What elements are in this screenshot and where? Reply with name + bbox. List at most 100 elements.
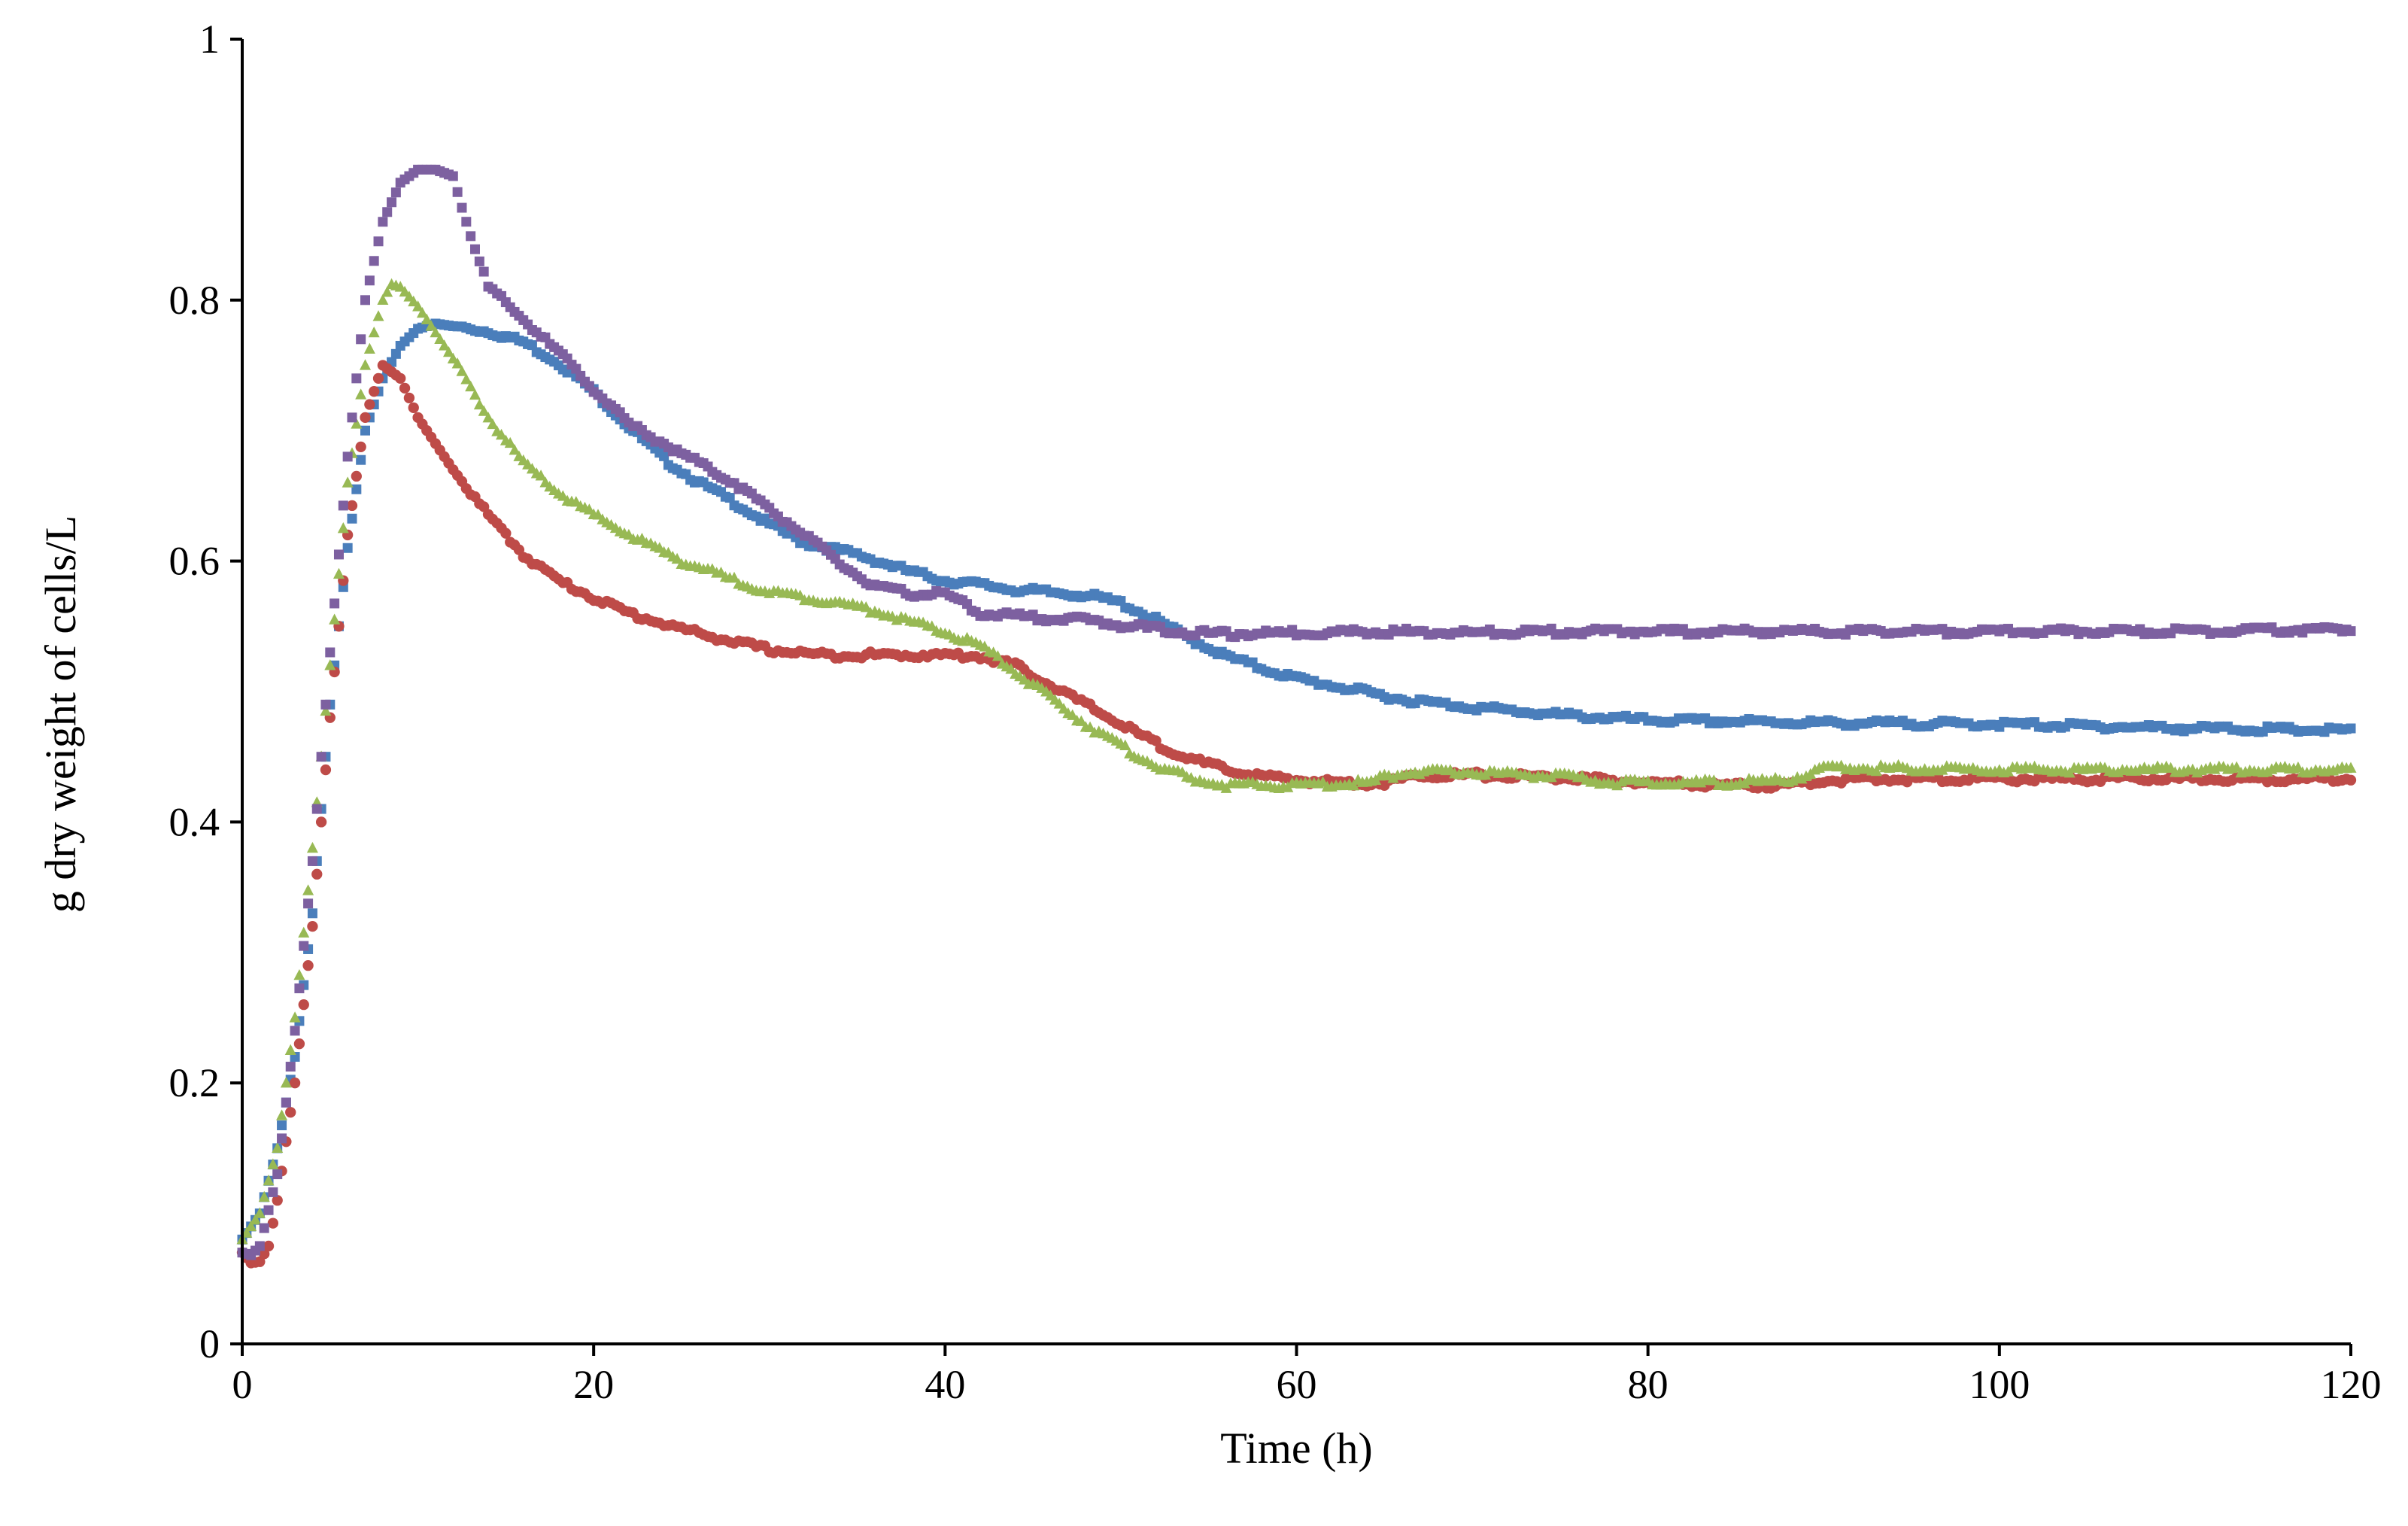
data-point: [439, 339, 451, 351]
data-point: [316, 752, 326, 762]
data-point: [290, 1026, 300, 1036]
data-point: [430, 326, 442, 338]
data-point: [509, 444, 521, 455]
data-point: [1150, 735, 1161, 746]
data-point: [399, 382, 411, 394]
data-point: [293, 1038, 305, 1050]
data-point: [351, 484, 362, 494]
x-axis-title: Time (h): [1220, 1424, 1373, 1473]
data-point: [254, 1256, 266, 1267]
data-point: [860, 601, 872, 613]
data-point: [284, 1044, 296, 1055]
data-point: [395, 372, 406, 384]
data-point: [333, 549, 344, 560]
data-point: [254, 1241, 265, 1251]
data-point: [2345, 774, 2357, 786]
data-point: [280, 1077, 292, 1088]
data-point: [434, 333, 446, 344]
data-point: [659, 451, 670, 461]
data-point: [442, 345, 454, 357]
data-point: [320, 699, 331, 710]
data-point: [347, 412, 357, 423]
data-point: [267, 1217, 279, 1229]
data-point: [369, 256, 379, 266]
data-point: [478, 266, 489, 277]
data-point: [500, 527, 512, 539]
data-point: [302, 959, 314, 971]
data-point: [363, 342, 375, 354]
data-point: [245, 1220, 257, 1232]
data-point: [307, 856, 317, 866]
x-tick-label: 60: [1277, 1362, 1317, 1407]
data-point: [425, 320, 437, 331]
data-point: [378, 217, 388, 227]
data-point: [390, 348, 401, 359]
data-point: [298, 926, 310, 938]
y-axis-title: g dry weight of cells/L: [36, 515, 85, 913]
data-point: [263, 1175, 275, 1186]
data-point: [277, 1120, 287, 1131]
data-point: [289, 1011, 301, 1023]
y-tick-label: 0.6: [169, 539, 220, 584]
data-point: [1084, 721, 1096, 732]
data-point: [372, 372, 384, 384]
data-point: [355, 441, 366, 453]
data-point: [535, 470, 547, 481]
axis-ticks: 0 20 40 60 80 100 120 0 0.2 0.4 0.6 0.8 1: [169, 17, 2382, 1407]
data-point: [1870, 765, 1882, 777]
data-point: [469, 388, 481, 400]
data-point: [457, 202, 467, 213]
data-point: [408, 402, 419, 414]
data-point: [421, 313, 433, 324]
data-point: [671, 552, 683, 564]
data-point: [250, 1214, 262, 1225]
data-point: [241, 1227, 253, 1238]
data-point: [991, 650, 1004, 661]
data-point: [268, 1187, 278, 1197]
data-point: [307, 920, 318, 932]
data-point: [333, 567, 345, 579]
data-point: [1387, 772, 1399, 783]
data-point: [474, 256, 484, 266]
data-point: [2346, 626, 2356, 637]
data-point: [461, 217, 472, 227]
data-point: [356, 334, 366, 345]
data-point: [473, 398, 485, 410]
x-tick-label: 120: [2321, 1362, 2382, 1407]
data-point: [277, 1133, 287, 1144]
data-point: [728, 571, 740, 583]
data-point: [276, 1109, 288, 1120]
data-point: [452, 187, 463, 197]
data-point: [342, 451, 353, 462]
x-tick-label: 20: [573, 1362, 614, 1407]
data-point: [355, 388, 367, 400]
data-point: [285, 1062, 296, 1072]
data-point: [1075, 715, 1087, 726]
data-point: [2147, 763, 2159, 774]
data-point: [466, 231, 476, 242]
data-point: [390, 187, 401, 198]
data-point: [342, 476, 354, 488]
plot-area: [236, 164, 2357, 1269]
data-point: [487, 418, 499, 430]
data-point: [1119, 739, 1131, 750]
data-point: [263, 1205, 274, 1215]
data-point: [2230, 761, 2243, 772]
data-point: [1067, 709, 1079, 720]
data-point: [448, 171, 458, 181]
data-point: [329, 613, 341, 625]
data-point: [299, 941, 309, 951]
x-tick-label: 0: [232, 1362, 253, 1407]
data-point: [2345, 761, 2357, 773]
data-point: [293, 968, 305, 980]
x-tick-label: 40: [925, 1362, 965, 1407]
y-tick-label: 0: [199, 1321, 220, 1366]
data-point: [364, 275, 375, 286]
data-point: [272, 1169, 283, 1180]
series-purple: [237, 164, 2356, 1260]
data-point: [267, 1158, 279, 1169]
data-point: [465, 380, 477, 392]
data-point: [346, 500, 358, 512]
data-point: [254, 1207, 266, 1218]
data-point: [259, 1223, 269, 1233]
